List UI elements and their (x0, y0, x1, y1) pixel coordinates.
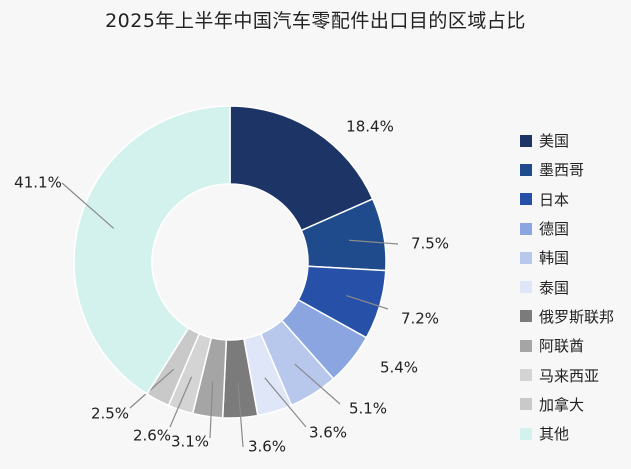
legend-swatch (520, 222, 532, 235)
legend-swatch (520, 369, 532, 382)
data-label-11: 41.1% (14, 174, 62, 192)
legend-label: 墨西哥 (539, 161, 585, 180)
legend-item-4: 德国 (520, 214, 614, 243)
leader-line-2 (348, 239, 399, 245)
leader-line-5 (294, 363, 341, 405)
data-label-4: 5.4% (380, 359, 418, 377)
data-label-9: 2.6% (133, 427, 171, 445)
data-label-6: 3.6% (309, 424, 347, 442)
legend-item-9: 马来西亚 (520, 360, 614, 389)
legend-label: 马来西亚 (539, 366, 600, 385)
legend-label: 阿联酋 (539, 337, 585, 356)
leader-line-10 (129, 368, 175, 409)
data-label-2: 7.5% (411, 235, 449, 253)
legend-item-11: 其他 (520, 419, 614, 448)
legend-item-5: 韩国 (520, 243, 614, 272)
legend-label: 其他 (539, 425, 570, 444)
leader-line-9 (169, 376, 193, 428)
legend-item-1: 美国 (520, 126, 614, 155)
data-label-8: 3.1% (171, 433, 209, 451)
legend-item-10: 加拿大 (520, 390, 614, 419)
legend-swatch (520, 339, 532, 352)
slice-11 (73, 105, 231, 396)
legend-swatch (520, 281, 532, 294)
legend-swatch (520, 251, 532, 264)
data-label-10: 2.5% (91, 405, 129, 423)
legend: 美国墨西哥日本德国韩国泰国俄罗斯联邦阿联酋马来西亚加拿大其他 (520, 126, 614, 448)
data-label-3: 7.2% (401, 310, 439, 328)
legend-swatch (520, 193, 532, 206)
legend-label: 美国 (539, 132, 570, 151)
data-label-5: 5.1% (349, 400, 387, 418)
legend-item-2: 墨西哥 (520, 155, 614, 184)
data-label-7: 3.6% (248, 438, 286, 456)
leader-line-6 (264, 377, 307, 428)
leader-line-7 (237, 382, 244, 448)
legend-item-3: 日本 (520, 185, 614, 214)
legend-swatch (520, 134, 532, 147)
legend-label: 韩国 (539, 249, 570, 268)
leader-line-3 (346, 294, 389, 310)
legend-item-6: 泰国 (520, 272, 614, 301)
slice-1 (229, 105, 374, 232)
legend-swatch (520, 398, 532, 411)
legend-label: 德国 (539, 220, 570, 239)
legend-label: 加拿大 (539, 395, 585, 414)
legend-swatch (520, 163, 532, 176)
legend-swatch (520, 310, 532, 323)
chart-title: 2025年上半年中国汽车零配件出口目的区域占比 (105, 10, 526, 32)
data-label-1: 18.4% (346, 118, 394, 136)
leader-line-8 (209, 381, 214, 439)
legend-item-8: 阿联酋 (520, 331, 614, 360)
legend-label: 日本 (539, 190, 570, 209)
legend-swatch (520, 427, 532, 440)
legend-label: 泰国 (539, 278, 570, 297)
legend-item-7: 俄罗斯联邦 (520, 302, 614, 331)
legend-label: 俄罗斯联邦 (539, 307, 615, 326)
leader-line-11 (61, 182, 115, 229)
